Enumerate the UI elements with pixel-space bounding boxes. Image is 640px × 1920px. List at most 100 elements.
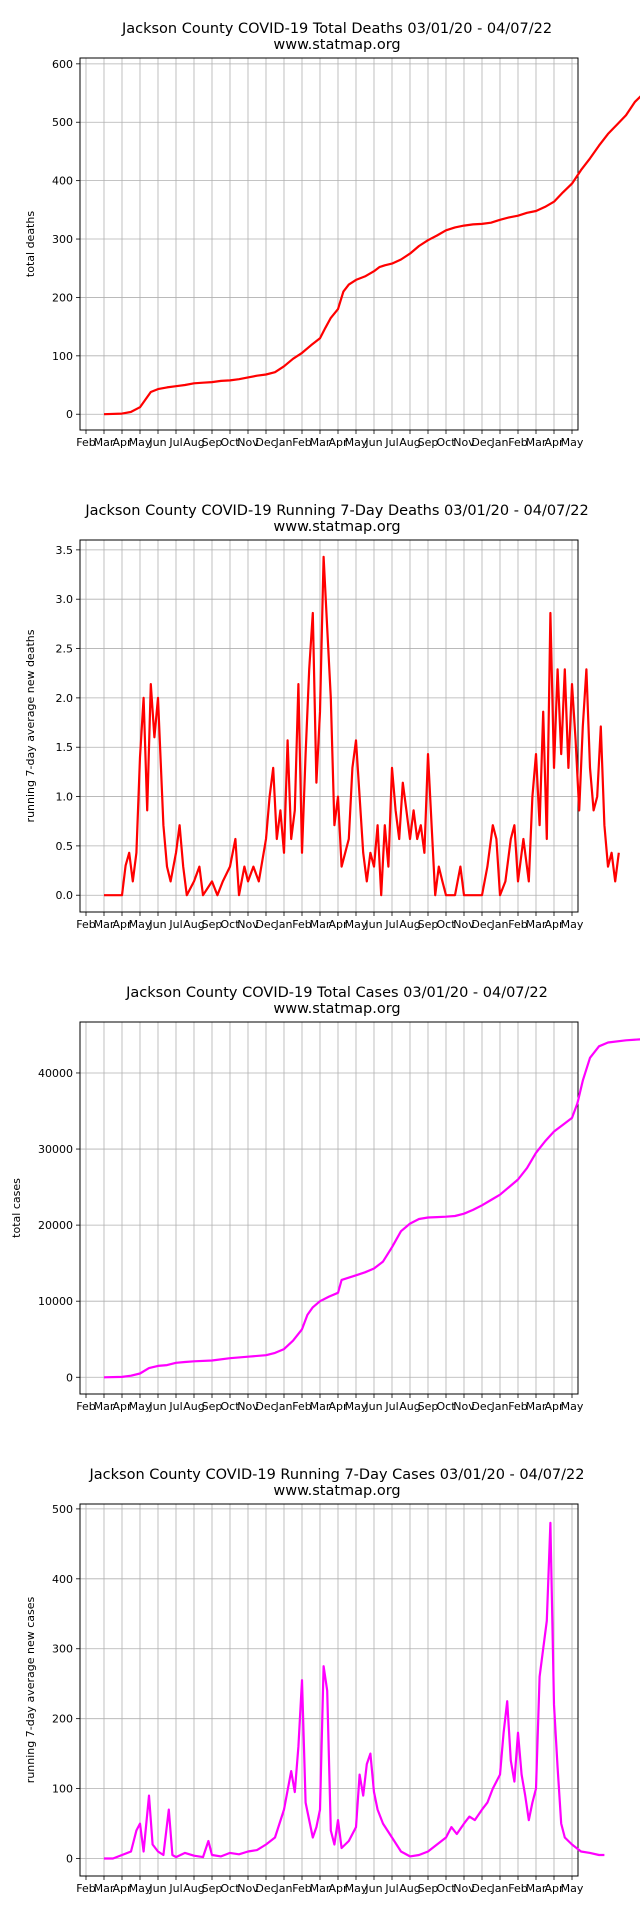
x-tick-label: May xyxy=(561,918,584,931)
x-tick-label: Nov xyxy=(237,436,259,449)
x-tick-label: Jul xyxy=(384,1400,398,1413)
x-tick-label: Jan xyxy=(275,1882,293,1895)
y-tick-label: 100 xyxy=(52,350,73,363)
x-tick-label: Jun xyxy=(148,436,166,449)
x-tick-label: Sep xyxy=(202,436,223,449)
series-line-1 xyxy=(104,1521,605,1860)
x-tick-label: Jun xyxy=(364,1400,382,1413)
x-tick-label: Jan xyxy=(491,1400,509,1413)
x-tick-label: May xyxy=(345,1400,368,1413)
x-tick-label: Jul xyxy=(168,1882,182,1895)
chart-title: Jackson County COVID-19 Running 7-Day De… xyxy=(84,503,588,519)
x-tick-label: Jun xyxy=(148,918,166,931)
x-tick-label: Aug xyxy=(399,918,420,931)
series-line-1 xyxy=(104,555,620,897)
x-tick-label: Aug xyxy=(399,436,420,449)
x-tick-label: Sep xyxy=(418,1400,439,1413)
chart-panel-2: Jackson County COVID-19 Running 7-Day De… xyxy=(24,503,620,931)
x-tick-label: Feb xyxy=(292,1400,311,1413)
x-tick-label: Mar xyxy=(526,436,547,449)
x-tick-label: Feb xyxy=(76,1400,95,1413)
x-tick-label: Dec xyxy=(471,1882,492,1895)
y-axis-label: running 7-day average new deaths xyxy=(24,629,37,822)
x-tick-label: Oct xyxy=(220,918,240,931)
y-tick-label: 0.5 xyxy=(56,840,74,853)
x-tick-label: May xyxy=(561,1882,584,1895)
series-line-1 xyxy=(103,1038,640,1379)
x-tick-label: Mar xyxy=(526,1882,547,1895)
x-tick-label: Nov xyxy=(453,1882,475,1895)
chart-title: Jackson County COVID-19 Total Deaths 03/… xyxy=(121,21,552,37)
x-tick-label: May xyxy=(345,1882,368,1895)
x-tick-label: Mar xyxy=(94,1882,115,1895)
y-axis-label: total cases xyxy=(10,1178,23,1238)
x-tick-label: Jun xyxy=(148,1882,166,1895)
y-tick-label: 1.0 xyxy=(56,791,74,804)
y-tick-label: 100 xyxy=(52,1783,73,1796)
series-line-1 xyxy=(103,95,640,416)
x-tick-label: Nov xyxy=(237,1882,259,1895)
x-tick-label: Feb xyxy=(292,1882,311,1895)
x-tick-label: Dec xyxy=(471,918,492,931)
x-tick-label: Dec xyxy=(471,1400,492,1413)
y-tick-label: 10000 xyxy=(38,1295,73,1308)
x-tick-label: Jan xyxy=(275,918,293,931)
y-tick-label: 2.5 xyxy=(56,643,74,656)
x-tick-label: Apr xyxy=(112,1882,132,1895)
x-tick-label: Mar xyxy=(94,436,115,449)
x-tick-label: Jul xyxy=(384,436,398,449)
chart-panel-4: Jackson County COVID-19 Running 7-Day Ca… xyxy=(24,1467,605,1895)
y-tick-label: 2.0 xyxy=(56,692,74,705)
y-tick-label: 1.5 xyxy=(56,741,74,754)
x-tick-label: Oct xyxy=(436,436,456,449)
x-tick-label: Jul xyxy=(384,918,398,931)
x-tick-label: Apr xyxy=(544,1882,564,1895)
plot-frame xyxy=(79,1021,579,1395)
chart-title: Jackson County COVID-19 Total Cases 03/0… xyxy=(125,985,548,1001)
x-tick-label: Feb xyxy=(76,918,95,931)
y-tick-label: 300 xyxy=(52,1643,73,1656)
x-tick-label: Oct xyxy=(436,1400,456,1413)
chart-subtitle: www.statmap.org xyxy=(273,1483,400,1499)
x-tick-label: Mar xyxy=(310,436,331,449)
x-tick-label: Jan xyxy=(491,918,509,931)
x-tick-label: Sep xyxy=(418,918,439,931)
x-tick-label: Jun xyxy=(148,1400,166,1413)
x-tick-label: May xyxy=(129,1400,152,1413)
y-tick-label: 500 xyxy=(52,1503,73,1516)
x-tick-label: Nov xyxy=(237,1400,259,1413)
x-tick-label: Sep xyxy=(202,1400,223,1413)
x-tick-label: Feb xyxy=(508,1882,527,1895)
plot-frame xyxy=(79,57,579,431)
x-tick-label: Jan xyxy=(275,436,293,449)
x-tick-label: Sep xyxy=(202,1882,223,1895)
x-tick-label: Dec xyxy=(255,918,276,931)
x-tick-label: Feb xyxy=(292,436,311,449)
x-tick-label: Oct xyxy=(220,1882,240,1895)
y-tick-label: 0 xyxy=(66,1371,73,1384)
x-tick-label: Apr xyxy=(544,436,564,449)
x-tick-label: Jul xyxy=(168,436,182,449)
x-tick-label: Dec xyxy=(255,1400,276,1413)
y-tick-label: 500 xyxy=(52,116,73,129)
y-tick-label: 200 xyxy=(52,291,73,304)
x-tick-label: Apr xyxy=(544,918,564,931)
x-tick-label: Oct xyxy=(220,1400,240,1413)
chart-subtitle: www.statmap.org xyxy=(273,519,400,535)
y-tick-label: 200 xyxy=(52,1713,73,1726)
chart-subtitle: www.statmap.org xyxy=(273,1001,400,1017)
y-tick-label: 0 xyxy=(66,408,73,421)
x-tick-label: Aug xyxy=(183,436,204,449)
y-tick-label: 3.5 xyxy=(56,544,74,557)
x-tick-label: Nov xyxy=(453,918,475,931)
x-tick-label: Jul xyxy=(168,1400,182,1413)
x-tick-label: Feb xyxy=(508,918,527,931)
plot-frame xyxy=(79,539,579,913)
x-tick-label: Apr xyxy=(328,436,348,449)
x-tick-label: Aug xyxy=(399,1400,420,1413)
chart-panel-1: Jackson County COVID-19 Total Deaths 03/… xyxy=(24,21,640,449)
x-tick-label: Jan xyxy=(275,1400,293,1413)
y-tick-label: 30000 xyxy=(38,1143,73,1156)
y-tick-label: 400 xyxy=(52,1573,73,1586)
